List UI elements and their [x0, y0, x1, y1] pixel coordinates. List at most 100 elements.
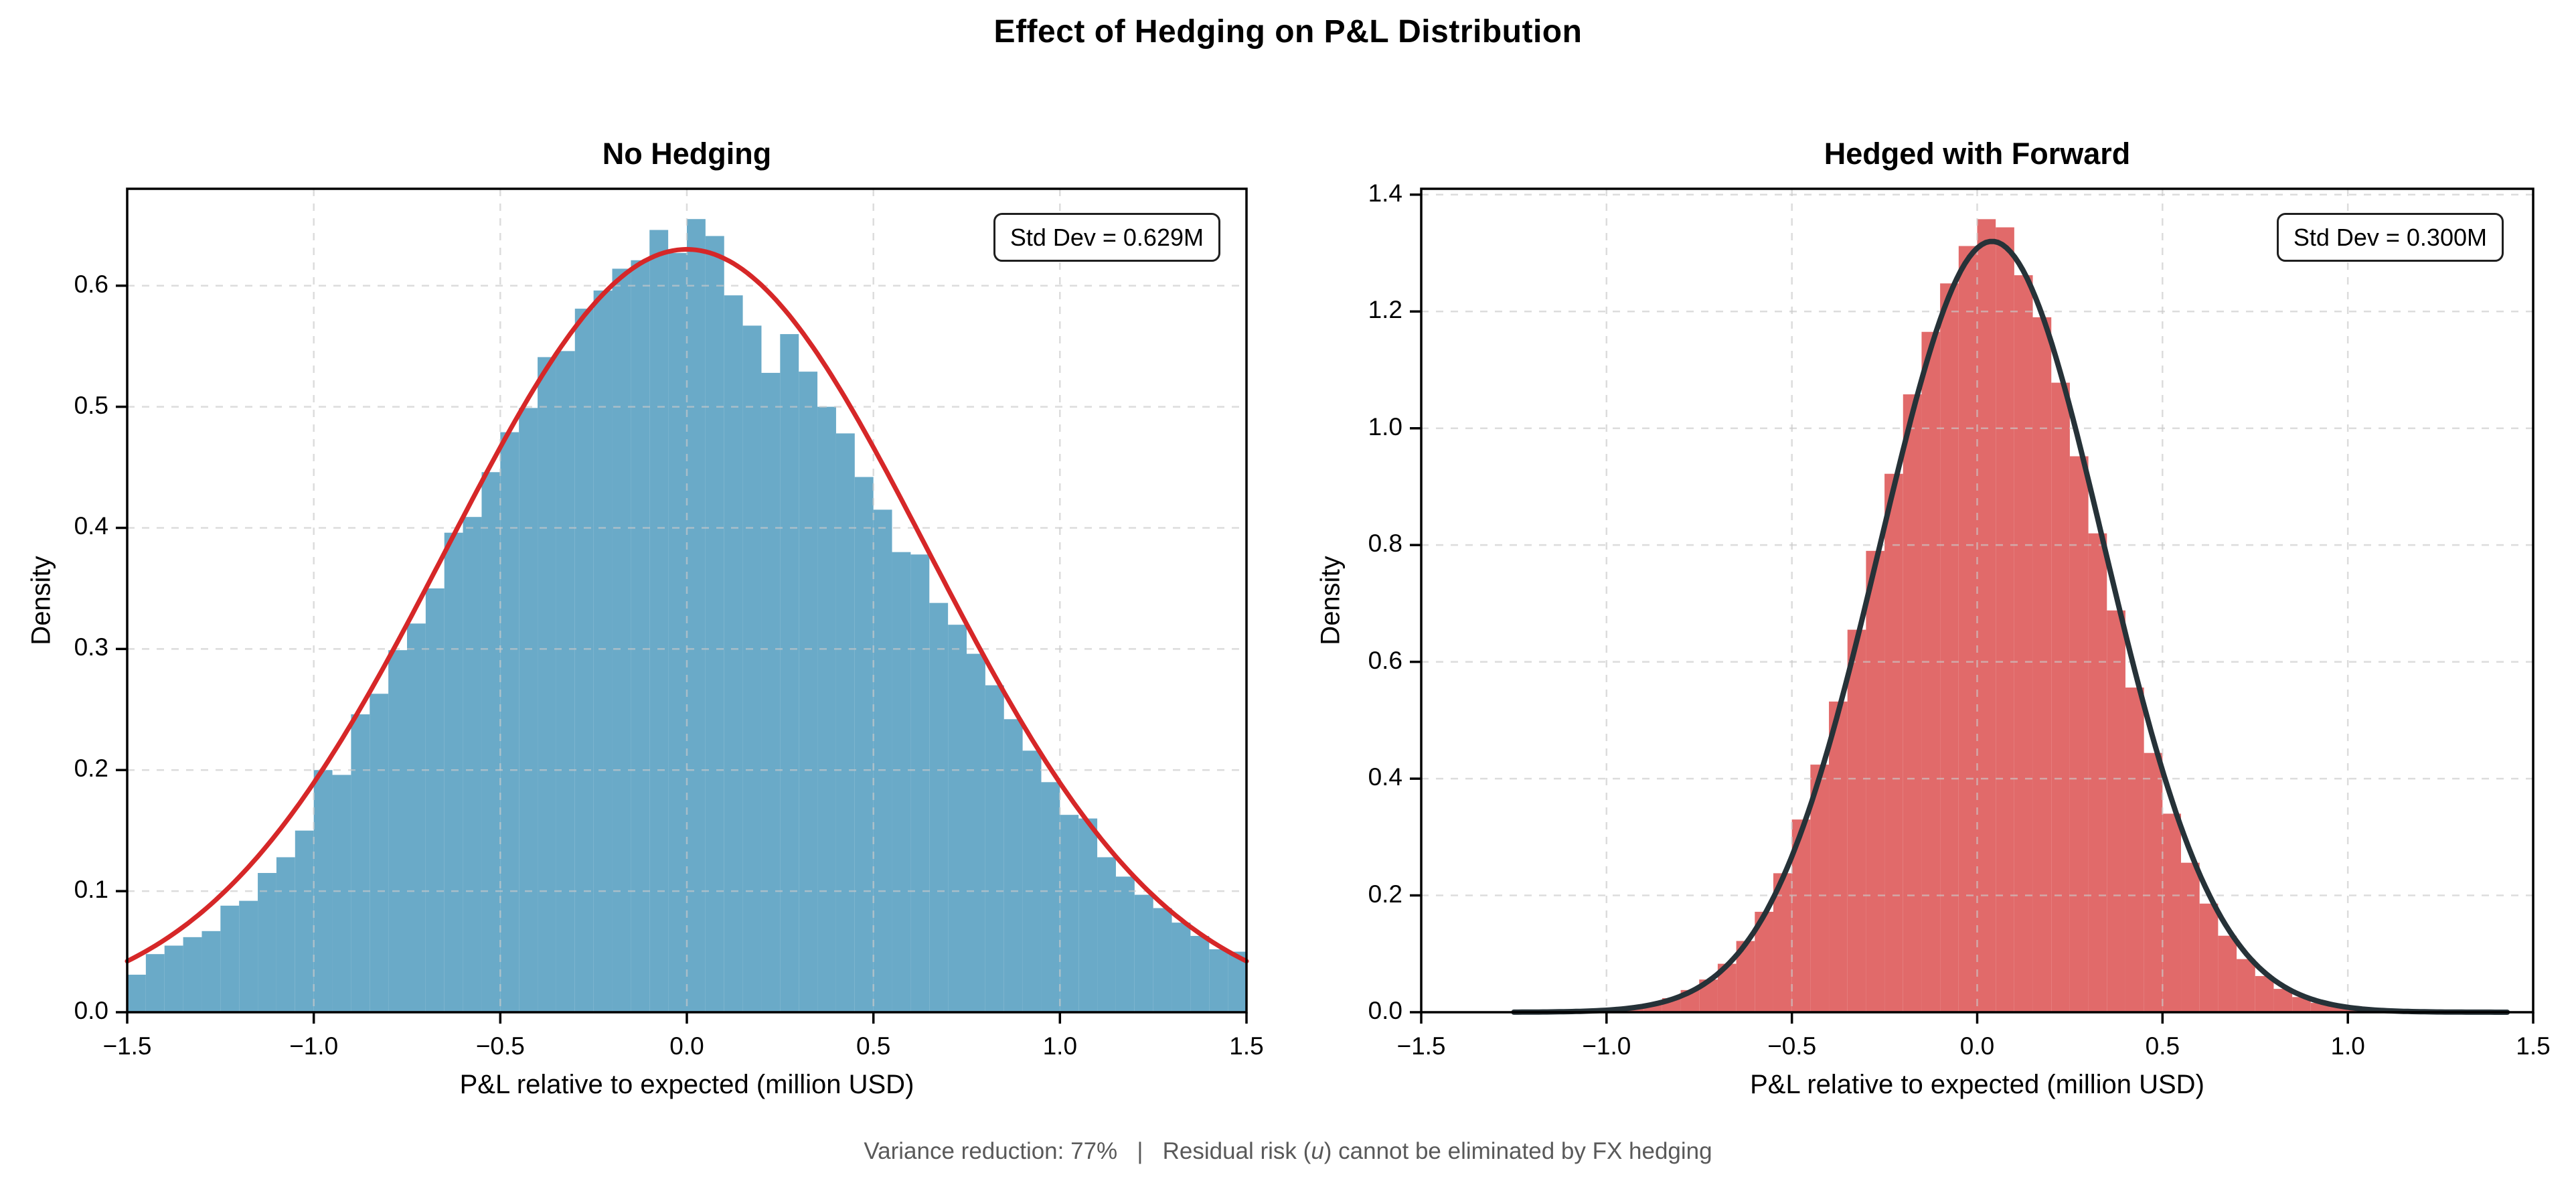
histogram-bar: [2237, 959, 2255, 1012]
histogram-bar: [332, 775, 351, 1012]
right-histogram-plot: [1410, 187, 2534, 1024]
right-panel-title: Hedged with Forward: [1824, 137, 2131, 171]
y-tick-label: 0.1: [74, 876, 108, 904]
right-y-axis-label: Density: [1315, 556, 1346, 645]
histogram-bar: [1078, 818, 1098, 1012]
x-tick-label: 0.5: [2145, 1032, 2180, 1060]
x-tick-label: −1.0: [289, 1032, 339, 1060]
left-stddev-annotation: Std Dev = 0.629M: [993, 213, 1220, 262]
histogram-bar: [761, 372, 781, 1012]
y-tick-label: 0.3: [74, 633, 108, 661]
histogram-bar: [1866, 550, 1885, 1012]
x-tick-label: 0.0: [669, 1032, 704, 1060]
y-tick-label: 0.6: [74, 270, 108, 298]
histogram-bar: [2051, 382, 2070, 1012]
x-tick-label: −1.5: [1396, 1032, 1446, 1060]
y-tick-label: 0.2: [74, 754, 108, 783]
histogram-bar: [2069, 456, 2089, 1012]
histogram-bar: [407, 623, 426, 1012]
x-tick-label: 1.0: [1042, 1032, 1078, 1060]
histogram-bar: [705, 236, 724, 1012]
x-tick-label: −0.5: [1767, 1032, 1817, 1060]
footnote-text: Variance reduction: 77% | Residual risk …: [864, 1138, 1311, 1164]
x-tick-label: 1.5: [1229, 1032, 1264, 1060]
histogram-bar: [1810, 765, 1830, 1012]
histogram-bar: [948, 625, 967, 1012]
histogram-bar: [2199, 903, 2219, 1012]
y-tick-label: 0.2: [1368, 880, 1402, 908]
x-tick-label: 0.5: [856, 1032, 891, 1060]
histogram-bar: [985, 685, 1004, 1012]
grid: [127, 189, 1246, 1012]
footnote-italic-u: u: [1311, 1138, 1324, 1164]
histogram-bar: [2032, 317, 2052, 1012]
y-tick-label: 0.0: [74, 997, 108, 1024]
y-tick-label: 1.4: [1368, 179, 1402, 207]
left-y-axis-label: Density: [26, 556, 56, 645]
y-tick-label: 1.0: [1368, 412, 1402, 441]
histogram-bar: [444, 532, 463, 1012]
histogram-bar: [668, 252, 687, 1012]
histogram-bar: [1153, 908, 1172, 1012]
histogram-bar: [967, 653, 985, 1012]
histogram-bar: [1884, 473, 1903, 1012]
histogram-bar: [835, 433, 855, 1012]
x-tick-label: 0.0: [1959, 1032, 1995, 1060]
histogram-bar: [2255, 975, 2274, 1012]
histogram-svg-left: [116, 187, 1249, 1024]
histogram-bar: [2088, 533, 2107, 1012]
histogram-bar: [556, 351, 575, 1012]
histogram-bar: [1209, 949, 1228, 1012]
histogram-bar: [1134, 894, 1153, 1012]
histogram-bar: [127, 974, 146, 1012]
histogram-bar: [1097, 857, 1116, 1012]
x-tick-label: −0.5: [475, 1032, 525, 1060]
histogram-bar: [1190, 936, 1210, 1012]
histogram-bar: [593, 290, 613, 1013]
y-tick-label: 0.0: [1368, 997, 1402, 1024]
left-panel-title: No Hedging: [602, 137, 772, 171]
histogram-bar: [612, 268, 631, 1012]
histogram-bar: [1940, 283, 1959, 1012]
histogram-bar: [929, 603, 949, 1012]
histogram-bar: [1847, 629, 1866, 1012]
histogram-bar: [164, 945, 183, 1012]
histogram-bar: [1977, 219, 1996, 1012]
y-tick-label: 0.5: [74, 391, 108, 419]
y-tick-label: 0.6: [1368, 646, 1402, 674]
histogram-bar: [538, 357, 556, 1012]
y-tick-label: 0.4: [1368, 763, 1402, 791]
histogram-bar: [742, 325, 762, 1012]
histogram-bar: [1903, 394, 1922, 1012]
histogram-bar: [1115, 876, 1135, 1012]
footnote-text-suffix: ) cannot be eliminated by FX hedging: [1323, 1138, 1712, 1164]
histogram-bars: [127, 219, 1246, 1013]
histogram-bar: [1022, 750, 1042, 1012]
histogram-bar: [202, 931, 221, 1012]
histogram-bar: [276, 857, 295, 1012]
tick-marks: [1410, 193, 2534, 1024]
histogram-bar: [2218, 935, 2237, 1012]
histogram-bars: [1532, 219, 2404, 1013]
histogram-bar: [2273, 989, 2293, 1012]
histogram-bar: [500, 432, 519, 1012]
right-x-axis-label: P&L relative to expected (million USD): [1750, 1070, 2204, 1099]
left-x-axis-label: P&L relative to expected (million USD): [459, 1070, 914, 1099]
histogram-bar: [519, 408, 538, 1012]
histogram-bar: [2292, 997, 2311, 1012]
y-tick-label: 0.8: [1368, 530, 1402, 558]
histogram-bar: [1921, 331, 1941, 1013]
histogram-bar: [1172, 923, 1191, 1012]
kde-curve: [125, 246, 1249, 964]
histogram-bar: [2125, 687, 2144, 1012]
histogram-bar: [2107, 610, 2125, 1012]
histogram-bar: [351, 714, 370, 1012]
histogram-bar: [631, 260, 650, 1013]
tick-marks: [116, 284, 1248, 1024]
histogram-bar: [1958, 246, 1978, 1012]
x-tick-label: 1.0: [2330, 1032, 2365, 1060]
histogram-bar: [145, 954, 165, 1012]
histogram-bar: [1996, 227, 2014, 1012]
histogram-svg-right: [1410, 187, 2534, 1024]
histogram-bar: [2014, 275, 2033, 1012]
